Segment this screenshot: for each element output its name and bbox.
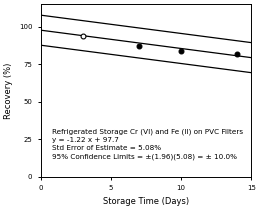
X-axis label: Storage Time (Days): Storage Time (Days) (103, 197, 189, 206)
Text: Refrigerated Storage Cr (VI) and Fe (II) on PVC Filters
y = -1.22 x + 97.7
Std E: Refrigerated Storage Cr (VI) and Fe (II)… (52, 129, 243, 160)
Y-axis label: Recovery (%): Recovery (%) (4, 62, 13, 119)
